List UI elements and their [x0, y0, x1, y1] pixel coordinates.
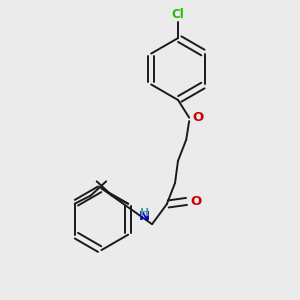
- Text: N: N: [139, 210, 150, 223]
- Text: O: O: [193, 110, 204, 124]
- Text: O: O: [190, 195, 202, 208]
- Text: H: H: [140, 208, 149, 218]
- Text: Cl: Cl: [172, 8, 184, 21]
